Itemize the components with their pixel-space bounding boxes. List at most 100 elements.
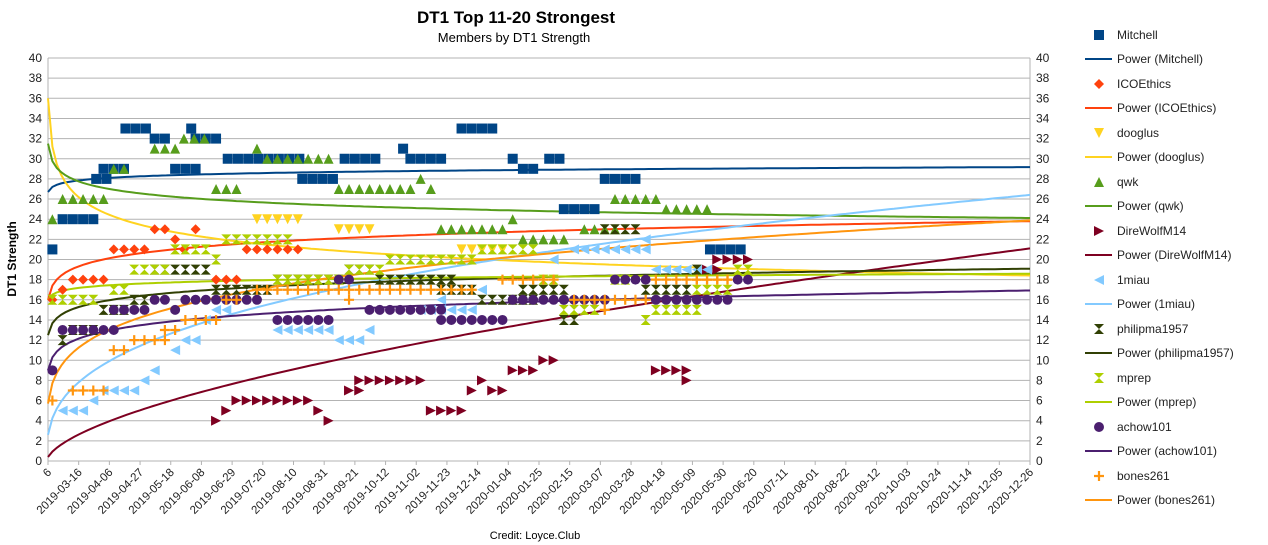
data-point: [139, 335, 150, 346]
data-point: [354, 335, 365, 346]
data-point: [323, 274, 334, 285]
legend-marker: [1094, 226, 1104, 236]
data-point: [446, 254, 457, 265]
data-point: [180, 244, 191, 255]
data-point: [190, 314, 201, 325]
legend-item-mprep: mprep Power (mprep): [1085, 371, 1196, 409]
legend-marker: [1094, 128, 1104, 138]
data-point: [200, 294, 211, 305]
data-point: [251, 234, 262, 245]
data-point: [262, 214, 273, 225]
data-point: [415, 375, 426, 386]
data-point: [211, 304, 222, 315]
data-point: [517, 244, 528, 255]
data-point: [364, 375, 375, 386]
data-point: [497, 244, 508, 255]
data-point: [221, 405, 232, 416]
data-point: [558, 314, 569, 325]
data-point: [691, 284, 702, 295]
data-point: [139, 244, 150, 255]
data-point: [436, 153, 447, 164]
data-point: [282, 395, 293, 406]
data-point: [303, 153, 314, 164]
legend-item-1miau: 1miau Power (1miau): [1085, 273, 1195, 311]
data-point: [487, 224, 498, 235]
data-point: [211, 294, 222, 305]
data-point: [262, 244, 273, 255]
data-point: [415, 274, 426, 285]
data-point: [722, 274, 733, 285]
data-point: [67, 274, 78, 285]
data-point: [91, 173, 102, 184]
data-point: [446, 284, 457, 295]
data-point: [344, 264, 355, 275]
data-point: [354, 264, 365, 275]
trendline-ICOEthics: [47, 220, 1031, 301]
data-point: [364, 284, 375, 295]
data-point: [364, 183, 375, 194]
data-point: [477, 294, 488, 305]
data-point: [354, 385, 365, 396]
data-point: [436, 284, 447, 295]
data-point: [374, 375, 385, 386]
data-point: [384, 304, 395, 315]
data-point: [88, 214, 99, 225]
legend-item-DireWolfM14: DireWolfM14 Power (DireWolfM14): [1085, 224, 1231, 262]
data-point: [272, 284, 283, 295]
trendline-dooglus: [47, 98, 1031, 277]
y-axis-label: DT1 Strength: [5, 221, 19, 296]
data-point: [722, 294, 733, 305]
data-point: [232, 153, 243, 164]
data-point: [139, 304, 150, 315]
legend-marker: [1094, 373, 1104, 383]
legend-label: Power (ICOEthics): [1117, 101, 1216, 115]
data-point: [354, 183, 365, 194]
data-point: [303, 314, 314, 325]
data-point: [671, 365, 682, 376]
data-point: [57, 405, 68, 416]
y-tick-label: 28: [29, 172, 43, 186]
y-tick-label: 24: [29, 212, 43, 226]
data-point: [436, 294, 447, 305]
data-point: [466, 254, 477, 265]
data-point: [251, 214, 262, 225]
data-point: [88, 194, 99, 205]
y-tick-label-right: 12: [1036, 333, 1050, 347]
data-point: [507, 153, 518, 164]
data-point: [222, 153, 233, 164]
data-point: [129, 244, 140, 255]
series-DireWolfM14-markers: [211, 254, 753, 426]
data-point: [317, 173, 328, 184]
data-point: [344, 183, 355, 194]
data-point: [742, 264, 753, 275]
data-point: [282, 284, 293, 295]
data-point: [170, 264, 181, 275]
data-point: [497, 385, 508, 396]
legend-label: Power (bones261): [1117, 493, 1215, 507]
data-point: [118, 244, 129, 255]
data-point: [139, 264, 150, 275]
y-tick-label-right: 38: [1036, 71, 1050, 85]
data-point: [446, 314, 457, 325]
data-point: [548, 254, 559, 265]
data-point: [415, 254, 426, 265]
legend-label: Power (dooglus): [1117, 150, 1204, 164]
legend-label: Mitchell: [1117, 28, 1158, 42]
data-point: [333, 224, 344, 235]
data-point: [200, 244, 211, 255]
data-point: [425, 304, 436, 315]
y-tick-label-right: 20: [1036, 253, 1050, 267]
data-point: [221, 234, 232, 245]
data-point: [272, 325, 283, 336]
data-point: [67, 294, 78, 305]
data-point: [620, 173, 631, 184]
data-point: [170, 244, 181, 255]
data-point: [671, 304, 682, 315]
data-point: [108, 304, 119, 315]
data-point: [344, 224, 355, 235]
data-point: [466, 314, 477, 325]
data-point: [57, 284, 68, 295]
data-point: [712, 284, 723, 295]
data-point: [477, 314, 488, 325]
